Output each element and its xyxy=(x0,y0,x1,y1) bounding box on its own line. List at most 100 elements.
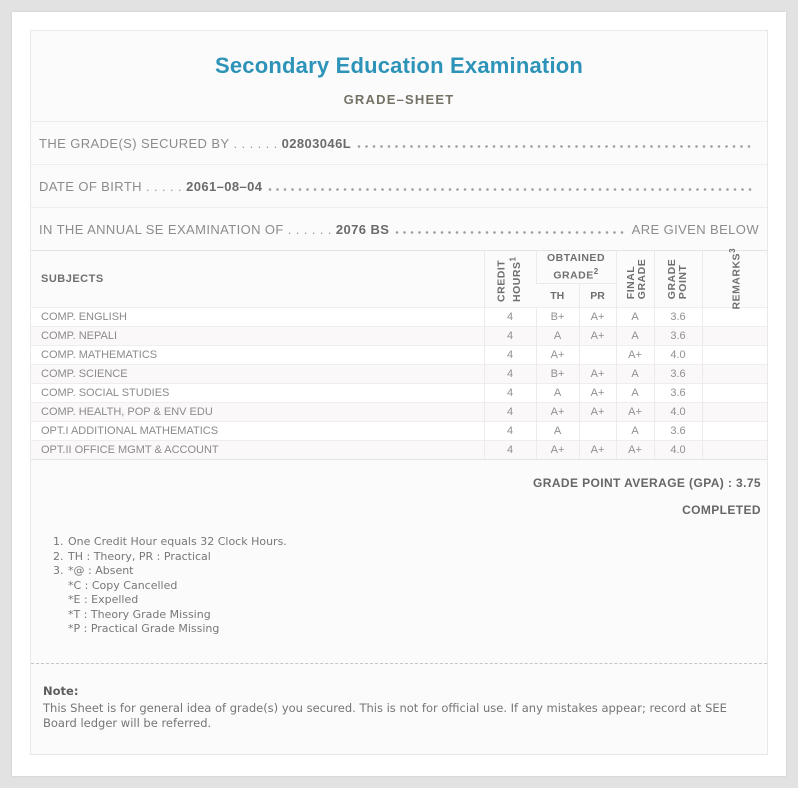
grade-point-cell: 3.6 xyxy=(653,364,702,384)
final-grade-cell: A xyxy=(615,326,654,346)
remarks-cell xyxy=(701,402,767,422)
info-label: IN THE ANNUAL SE EXAMINATION OF xyxy=(39,221,284,237)
info-row-symbol: THE GRADE(S) SECURED BY . . . . . . 0280… xyxy=(31,121,767,164)
grade-point-cell: 3.6 xyxy=(653,307,702,327)
credit-cell: 4 xyxy=(483,421,536,441)
subject-cell: COMP. SOCIAL STUDIES xyxy=(31,383,484,403)
subject-cell: COMP. ENGLISH xyxy=(31,307,484,327)
th-grade-cell: B+ xyxy=(535,364,579,384)
info-row-exam-year: IN THE ANNUAL SE EXAMINATION OF . . . . … xyxy=(31,207,767,250)
final-grade-cell: A xyxy=(615,421,654,441)
pr-grade-cell: A+ xyxy=(578,364,616,384)
col-pr: PR xyxy=(578,283,616,308)
info-row-dob: DATE OF BIRTH . . . . . 2061–08–04 xyxy=(31,164,767,207)
grade-point-cell: 4.0 xyxy=(653,402,702,422)
footnote-text: TH : Theory, PR : Practical xyxy=(68,549,211,563)
info-label: THE GRADE(S) SECURED BY xyxy=(39,135,230,151)
note-section: Note: This Sheet is for general idea of … xyxy=(31,664,767,732)
final-grade-cell: A+ xyxy=(615,345,654,365)
dashed-divider xyxy=(31,662,767,664)
leader-line xyxy=(268,186,755,192)
remarks-vertical-label: REMARKS3 xyxy=(727,248,743,310)
page-subtitle: GRADE–SHEET xyxy=(343,92,455,107)
footnote-item: 3. *@ : Absent xyxy=(53,564,767,579)
remarks-cell xyxy=(701,345,767,365)
credit-cell: 4 xyxy=(483,326,536,346)
footnote-number xyxy=(53,622,68,637)
leader-dots: . . . . . . xyxy=(287,221,332,237)
footnote-ref-1: 1 xyxy=(508,256,518,262)
footnote-item: *P : Practical Grade Missing xyxy=(53,622,767,637)
footnote-item: 1. One Credit Hour equals 32 Clock Hours… xyxy=(53,535,767,550)
table-row: COMP. ENGLISH 4 B+ A+ A 3.6 xyxy=(31,307,767,327)
remarks-cell xyxy=(701,326,767,346)
page-title: Secondary Education Examination xyxy=(214,53,584,78)
grade-point-vertical-label: GRADE POINT xyxy=(665,258,689,300)
table-row: COMP. SOCIAL STUDIES 4 A A+ A 3.6 xyxy=(31,383,767,403)
th-grade-cell: A xyxy=(535,383,579,403)
grade-point-cell: 4.0 xyxy=(653,345,702,365)
final-grade-vertical-label: FINAL GRADE xyxy=(624,258,648,300)
pr-grade-cell: A+ xyxy=(578,326,616,346)
footnote-item: *T : Theory Grade Missing xyxy=(53,608,767,623)
symbol-number-value: 02803046L xyxy=(281,135,352,151)
page: Secondary Education Examination GRADE–SH… xyxy=(12,12,786,776)
note-body: This Sheet is for general idea of grade(… xyxy=(43,700,727,731)
pr-grade-cell: A+ xyxy=(578,402,616,422)
th-grade-cell: A+ xyxy=(535,440,579,460)
col-credit-hours: CREDIT HOURS1 xyxy=(483,250,536,308)
completed-status: COMPLETED xyxy=(682,503,761,517)
credit-cell: 4 xyxy=(483,383,536,403)
credit-cell: 4 xyxy=(483,402,536,422)
exam-year-value: 2076 BS xyxy=(335,221,390,237)
info-suffix: ARE GIVEN BELOW xyxy=(631,221,759,237)
subject-cell: OPT.I ADDITIONAL MATHEMATICS xyxy=(31,421,484,441)
leader-line xyxy=(357,143,755,149)
footnote-item: *C : Copy Cancelled xyxy=(53,579,767,594)
pr-grade-cell xyxy=(578,345,616,365)
subject-cell: COMP. MATHEMATICS xyxy=(31,345,484,365)
remarks-cell xyxy=(701,307,767,327)
footnote-number: 3. xyxy=(53,564,64,577)
final-grade-cell: A+ xyxy=(615,402,654,422)
grade-point-cell: 3.6 xyxy=(653,421,702,441)
pr-grade-cell: A+ xyxy=(578,383,616,403)
credit-cell: 4 xyxy=(483,440,536,460)
final-grade-cell: A+ xyxy=(615,440,654,460)
table-row: COMP. SCIENCE 4 B+ A+ A 3.6 xyxy=(31,364,767,384)
th-grade-cell: A xyxy=(535,421,579,441)
subject-cell: COMP. HEALTH, POP & ENV EDU xyxy=(31,402,484,422)
col-final-grade: FINAL GRADE xyxy=(615,250,654,308)
footnote-number xyxy=(53,593,68,608)
pr-grade-cell: A+ xyxy=(578,307,616,327)
th-grade-cell: B+ xyxy=(535,307,579,327)
pr-grade-cell xyxy=(578,421,616,441)
footnote-ref-3: 3 xyxy=(727,248,737,254)
remarks-cell xyxy=(701,421,767,441)
gpa-line: GRADE POINT AVERAGE (GPA) : 3.75 xyxy=(533,476,761,490)
credit-cell: 4 xyxy=(483,345,536,365)
info-label: DATE OF BIRTH xyxy=(39,178,142,194)
table-row: OPT.II OFFICE MGMT & ACCOUNT 4 A+ A+ A+ … xyxy=(31,440,767,460)
footnote-item: 2. TH : Theory, PR : Practical xyxy=(53,550,767,565)
grade-sheet-panel: Secondary Education Examination GRADE–SH… xyxy=(30,30,768,755)
col-subjects: SUBJECTS xyxy=(31,250,484,308)
subject-cell: COMP. NEPALI xyxy=(31,326,484,346)
grade-point-cell: 3.6 xyxy=(653,383,702,403)
table-row: COMP. HEALTH, POP & ENV EDU 4 A+ A+ A+ 4… xyxy=(31,402,767,422)
col-th: TH xyxy=(536,283,579,308)
table-row: OPT.I ADDITIONAL MATHEMATICS 4 A A 3.6 xyxy=(31,421,767,441)
date-of-birth-value: 2061–08–04 xyxy=(186,178,263,194)
subject-cell: OPT.II OFFICE MGMT & ACCOUNT xyxy=(31,440,484,460)
footnote-text: *T : Theory Grade Missing xyxy=(68,607,211,621)
footnote-text: *E : Expelled xyxy=(68,593,139,606)
footnotes: 1. One Credit Hour equals 32 Clock Hours… xyxy=(31,535,767,637)
footnote-text: One Credit Hour equals 32 Clock Hours. xyxy=(68,535,287,548)
th-grade-cell: A+ xyxy=(535,345,579,365)
subject-cell: COMP. SCIENCE xyxy=(31,364,484,384)
footnote-text: *@ : Absent xyxy=(68,564,134,577)
final-grade-cell: A xyxy=(615,307,654,327)
remarks-cell xyxy=(701,440,767,460)
leader-dots: . . . . . xyxy=(145,178,183,194)
grades-table: SUBJECTS CREDIT HOURS1 OBTAINED GRADE2 xyxy=(31,248,767,460)
